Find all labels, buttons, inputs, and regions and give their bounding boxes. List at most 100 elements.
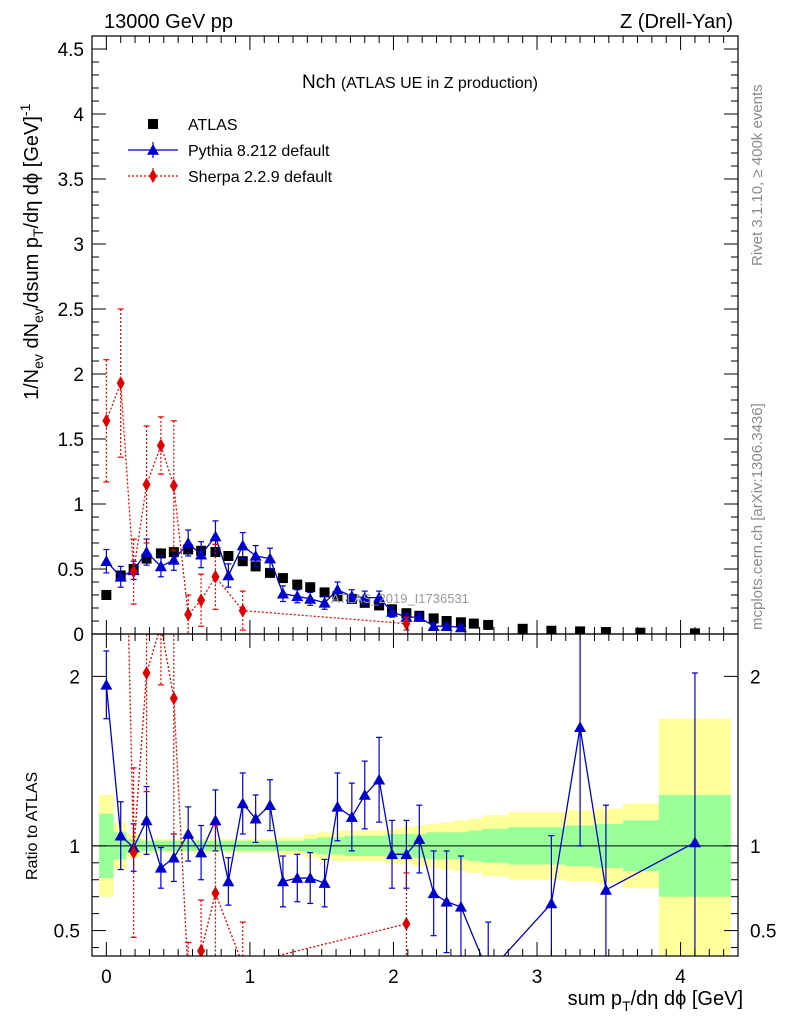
ratio-pythia-point [209, 814, 222, 826]
atlas-point [265, 567, 276, 578]
pythia-point [222, 569, 235, 581]
ratio-pythia-point [100, 678, 113, 690]
ratio-sherpa-point [197, 943, 206, 956]
pythia-point [318, 596, 331, 608]
ratio-pythia-point [427, 887, 440, 899]
ratio-pythia-point [373, 773, 386, 785]
x-tick-label: 4 [675, 967, 686, 988]
y-tick-label-main: 4 [73, 105, 84, 126]
ratio-pythia-point [358, 789, 371, 800]
ratio-pythia-point [304, 872, 317, 883]
sherpa-point [142, 477, 151, 492]
sherpa-point [238, 603, 247, 618]
atlas-point [277, 573, 288, 584]
ratio-pythia-point [440, 895, 453, 907]
ratio-pythia-point [545, 897, 558, 909]
ratio-sherpa-point [402, 916, 411, 931]
pythia-point [140, 546, 153, 557]
y-axis-label-ratio: Ratio to ATLAS [24, 772, 41, 880]
pythia-point [167, 553, 180, 565]
sherpa-point [211, 569, 220, 584]
legend-pythia-label: Pythia 8.212 default [188, 143, 330, 160]
y-tick-label-main: 0.5 [58, 560, 84, 581]
pythia-point [304, 592, 317, 604]
ratio-pythia-point [413, 833, 426, 844]
atlas-point [483, 619, 494, 630]
sherpa-point [116, 376, 125, 391]
y-tick-label-main: 3.5 [58, 170, 84, 191]
header-left: 13000 GeV pp [104, 11, 233, 33]
ratio-sherpa-point [102, 93, 110, 107]
ratio-sherpa-point [117, 280, 125, 294]
y-tick-label-ratio-right: 1 [750, 837, 761, 858]
legend-atlas-label: ATLAS [188, 117, 238, 134]
ratio-pythia-point [599, 883, 612, 895]
ratio-pythia-point [454, 900, 467, 912]
ratio-pythia-point [182, 827, 195, 839]
atlas-point [468, 618, 479, 629]
atlas-point [155, 548, 166, 559]
legend-pythia-marker [147, 144, 159, 155]
sherpa-point [102, 413, 111, 428]
ratio-pythia-point [318, 877, 331, 888]
atlas-point [223, 551, 234, 561]
pythia-point [413, 611, 426, 622]
legend-sherpa-label: Sherpa 2.2.9 default [188, 169, 333, 186]
header-right: Z (Drell-Yan) [620, 11, 733, 33]
atlas-point [374, 600, 385, 611]
pythia-point [331, 583, 344, 595]
y-tick-label-ratio-right: 0.5 [750, 922, 776, 943]
ratio-pythia-point [482, 967, 494, 978]
pythia-point [454, 621, 467, 633]
x-tick-label: 0 [101, 967, 112, 988]
y-tick-label-ratio-right: 2 [750, 667, 761, 688]
pythia-point [373, 591, 386, 603]
ratio-sherpa-point [129, 845, 138, 860]
ratio-pythia-point [574, 721, 587, 733]
pythia-point [345, 590, 358, 602]
ratio-pythia-point [688, 836, 701, 848]
pythia-point [100, 555, 113, 566]
sherpa-point [169, 478, 178, 493]
ratio-pythia-point [291, 872, 304, 883]
legend-atlas-marker [148, 119, 158, 129]
mcplots-label: mcplots.cern.ch [arXiv:1306.3436] [749, 403, 766, 630]
legend-sherpa-marker [149, 169, 157, 183]
x-tick-label: 2 [388, 967, 399, 988]
y-tick-label-main: 0 [73, 625, 84, 646]
plot-title-sub: (ATLAS UE in Z production) [341, 75, 538, 92]
pythia-point [114, 570, 127, 582]
y-tick-label-main: 2 [73, 365, 84, 386]
pythia-point [276, 587, 289, 599]
sherpa-point [184, 607, 193, 622]
ratio-pythia-point [114, 829, 127, 841]
y-tick-label-main: 1 [73, 495, 84, 516]
pythia-point [358, 591, 371, 603]
y-tick-label-ratio-left: 0.5 [54, 922, 80, 943]
ratio-sherpa-point [169, 691, 178, 706]
ratio-pythia-point [167, 851, 180, 863]
atlas-point [305, 582, 316, 593]
y-tick-label-main: 4.5 [58, 40, 84, 61]
pythia-point [264, 552, 277, 564]
atlas-point [635, 627, 646, 634]
ratio-pythia-point [331, 800, 344, 812]
plot-title-main: Nch [302, 72, 336, 93]
sherpa-line [105, 382, 407, 625]
ratio-pythia-point [154, 861, 167, 873]
y-tick-label-ratio-left: 2 [69, 667, 80, 688]
y-tick-label-main: 3 [73, 235, 84, 256]
ratio-pythia-point [249, 812, 262, 824]
pythia-point [291, 590, 304, 602]
legend: ATLAS Pythia 8.212 default Sherpa 2.2.9 de… [128, 117, 333, 186]
pythia-point [440, 620, 453, 631]
pythia-point [182, 537, 195, 548]
sherpa-point [402, 616, 411, 631]
atlas-point [292, 579, 303, 590]
y-axis-label-main: 1/Nev dNev/dsum pT/dη dϕ [GeV]-1 [17, 103, 46, 400]
atlas-point [101, 590, 112, 600]
ratio-pythia-point [276, 875, 289, 887]
x-axis-label: sum pT/dη dϕ [GeV] [568, 988, 743, 1014]
y-tick-label-main: 2.5 [58, 300, 84, 321]
